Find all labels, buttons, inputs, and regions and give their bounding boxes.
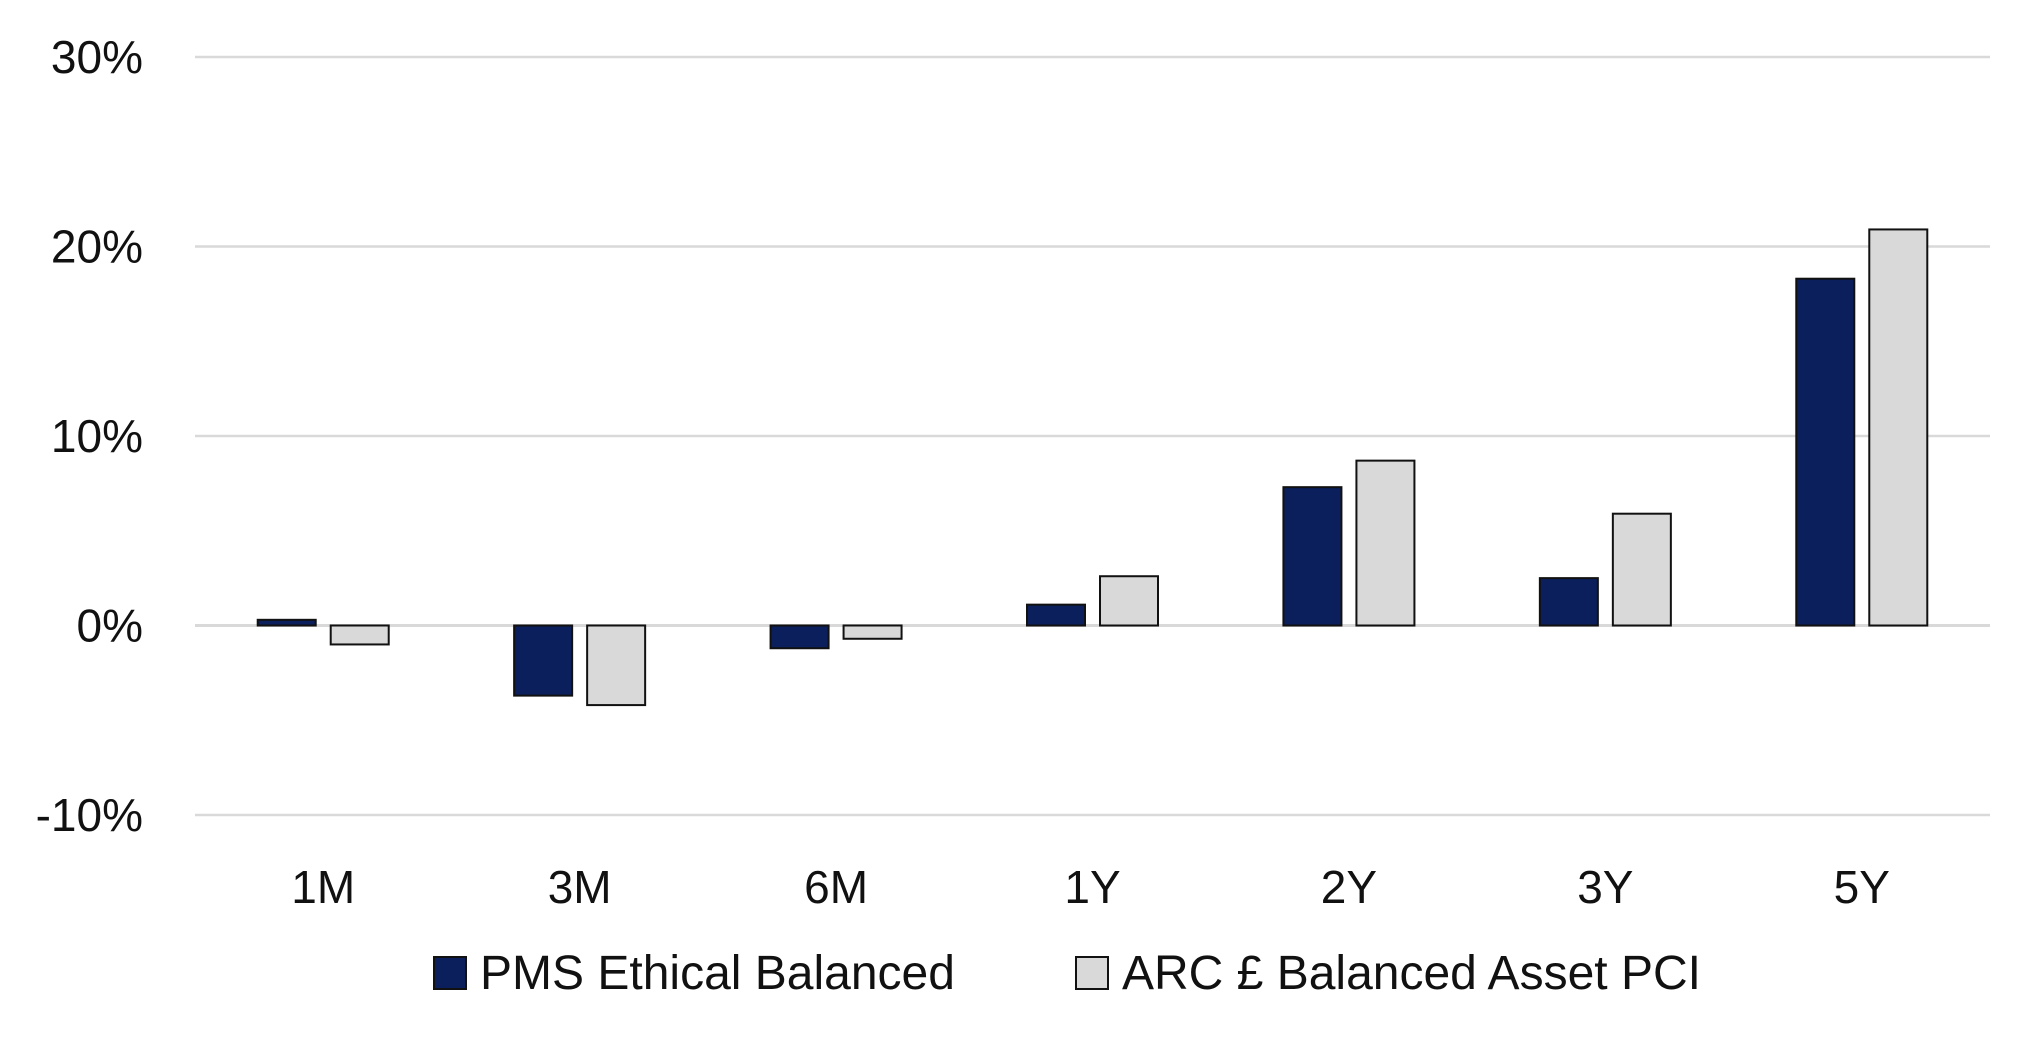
bar-arc-1y (1099, 575, 1159, 627)
bar-pms-3m (513, 624, 574, 697)
bar-pms-1y (1026, 603, 1086, 627)
y-tick-label: -10% (36, 789, 143, 841)
y-tick-label: 20% (51, 221, 143, 273)
x-tick-label: 1Y (1064, 861, 1120, 913)
legend-swatch-pms (433, 956, 467, 990)
bar-arc-6m (842, 624, 903, 640)
bar-pms-1m (256, 618, 317, 627)
legend-label-pms: PMS Ethical Balanced (480, 947, 955, 1000)
bar-pms-5y (1795, 277, 1856, 627)
x-tick-label: 1M (291, 861, 355, 913)
bar-arc-3y (1611, 512, 1672, 627)
x-tick-label: 6M (804, 861, 868, 913)
legend-swatch-arc (1075, 956, 1109, 990)
x-tick-label: 5Y (1834, 861, 1890, 913)
bar-arc-3m (586, 624, 647, 707)
x-axis-ticks: 1M 3M 6M 1Y 2Y 3Y 5Y (291, 861, 1890, 913)
x-tick-label: 3M (548, 861, 612, 913)
y-axis-ticks: 30% 20% 10% 0% -10% (36, 31, 143, 841)
x-tick-label: 3Y (1577, 861, 1633, 913)
x-tick-label: 2Y (1321, 861, 1377, 913)
bar-arc-1m (329, 624, 390, 646)
y-tick-label: 30% (51, 31, 143, 83)
bar-pms-3y (1538, 577, 1599, 627)
legend-label-arc: ARC £ Balanced Asset PCI (1122, 947, 1701, 1000)
gridlines (195, 55, 1990, 817)
bar-pms-6m (769, 624, 830, 650)
y-tick-label: 10% (51, 410, 143, 462)
legend: PMS Ethical Balanced ARC £ Balanced Asse… (433, 947, 1701, 1000)
bar-arc-2y (1355, 459, 1416, 627)
bars (256, 228, 1929, 707)
bar-arc-5y (1868, 228, 1929, 627)
bar-pms-2y (1282, 486, 1343, 627)
y-tick-label: 0% (77, 600, 143, 652)
